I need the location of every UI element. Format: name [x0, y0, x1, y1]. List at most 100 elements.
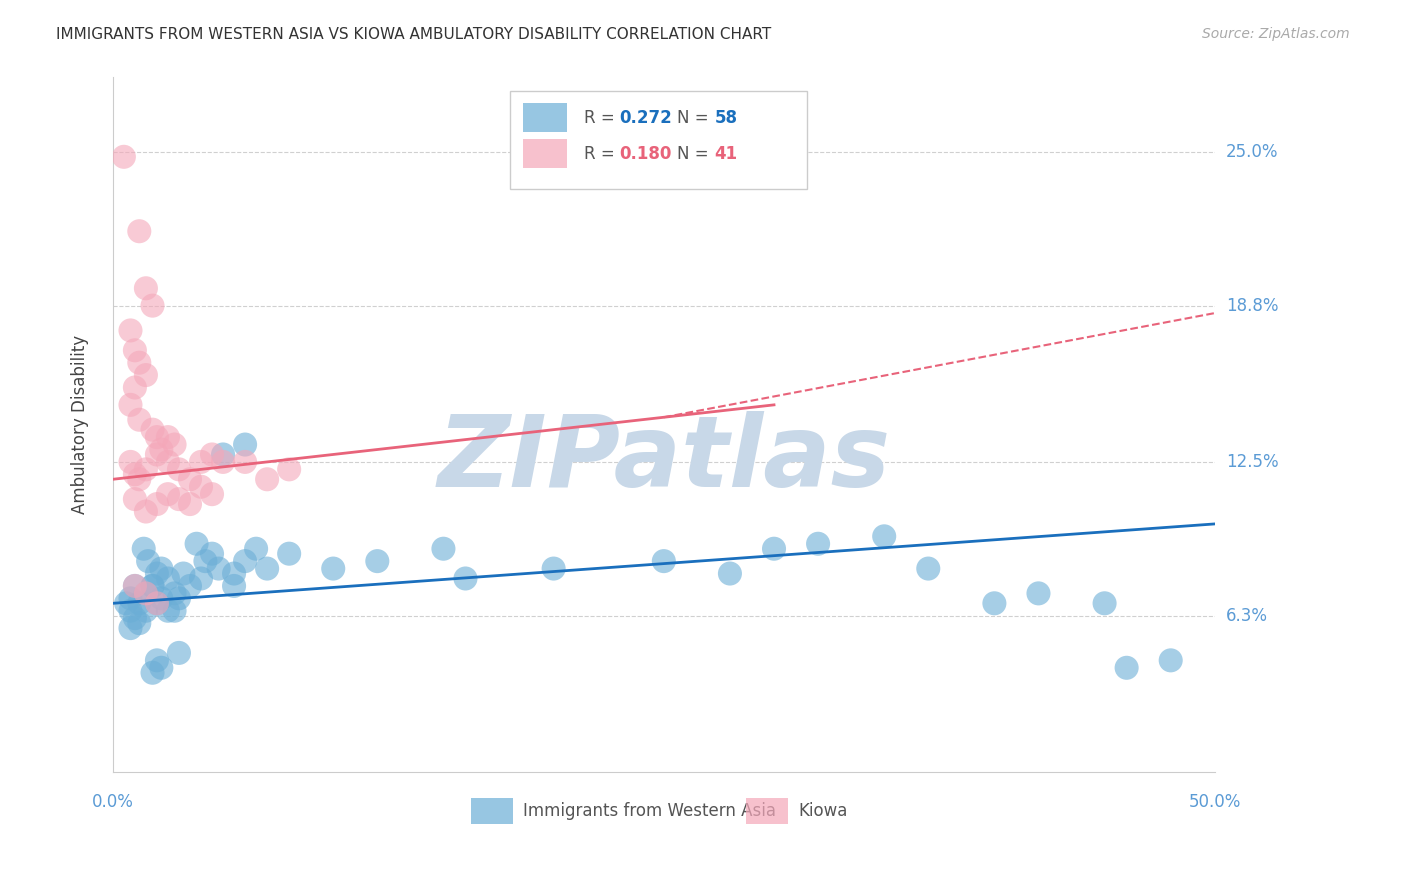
Point: [156, 572, 179, 586]
Point: [146, 596, 169, 610]
Point: [1028, 586, 1050, 600]
Point: [179, 497, 201, 511]
Point: [763, 541, 786, 556]
Point: [124, 380, 146, 394]
Point: [128, 413, 150, 427]
Point: [190, 455, 212, 469]
Text: 0.0%: 0.0%: [91, 793, 134, 811]
Text: 41: 41: [714, 145, 738, 163]
Point: [120, 604, 142, 618]
Point: [245, 541, 267, 556]
Point: [156, 430, 179, 444]
Point: [146, 566, 169, 581]
Point: [146, 497, 169, 511]
Text: IMMIGRANTS FROM WESTERN ASIA VS KIOWA AMBULATORY DISABILITY CORRELATION CHART: IMMIGRANTS FROM WESTERN ASIA VS KIOWA AM…: [56, 27, 772, 42]
Point: [124, 343, 146, 358]
Text: Kiowa: Kiowa: [799, 802, 848, 820]
Point: [167, 492, 190, 507]
Point: [146, 596, 169, 610]
Text: Source: ZipAtlas.com: Source: ZipAtlas.com: [1202, 27, 1350, 41]
Text: 25.0%: 25.0%: [1226, 143, 1278, 161]
Text: R =: R =: [585, 145, 620, 163]
Point: [454, 572, 477, 586]
Point: [222, 579, 245, 593]
Point: [917, 561, 939, 575]
Point: [233, 455, 256, 469]
Point: [135, 586, 157, 600]
FancyBboxPatch shape: [471, 797, 513, 824]
Point: [190, 480, 212, 494]
Point: [124, 579, 146, 593]
Point: [120, 455, 142, 469]
Point: [156, 487, 179, 501]
Point: [136, 554, 159, 568]
Point: [222, 566, 245, 581]
Point: [141, 299, 163, 313]
Point: [135, 504, 157, 518]
Point: [322, 561, 344, 575]
Point: [135, 604, 157, 618]
FancyBboxPatch shape: [509, 91, 807, 188]
Point: [146, 430, 169, 444]
Point: [201, 487, 224, 501]
Point: [120, 591, 142, 606]
Point: [124, 492, 146, 507]
Point: [256, 561, 278, 575]
Text: R =: R =: [585, 109, 620, 127]
Text: 0.180: 0.180: [620, 145, 672, 163]
Point: [135, 586, 157, 600]
Point: [718, 566, 741, 581]
Text: N =: N =: [678, 145, 714, 163]
Text: 50.0%: 50.0%: [1188, 793, 1241, 811]
Point: [156, 455, 179, 469]
Point: [150, 442, 173, 457]
Point: [163, 586, 186, 600]
Point: [194, 554, 217, 568]
Point: [432, 541, 454, 556]
Point: [120, 323, 142, 337]
Text: Immigrants from Western Asia: Immigrants from Western Asia: [523, 802, 776, 820]
Text: 18.8%: 18.8%: [1226, 297, 1278, 315]
Point: [278, 462, 301, 476]
Point: [201, 447, 224, 461]
Point: [278, 547, 301, 561]
Text: 6.3%: 6.3%: [1226, 607, 1268, 624]
Text: 0.272: 0.272: [620, 109, 672, 127]
Point: [172, 566, 194, 581]
FancyBboxPatch shape: [523, 103, 567, 132]
Point: [150, 561, 173, 575]
Point: [167, 646, 190, 660]
Point: [146, 447, 169, 461]
Point: [135, 281, 157, 295]
Point: [156, 604, 179, 618]
FancyBboxPatch shape: [747, 797, 789, 824]
Point: [201, 547, 224, 561]
Point: [233, 554, 256, 568]
Point: [128, 224, 150, 238]
Point: [179, 472, 201, 486]
Point: [543, 561, 565, 575]
Text: 58: 58: [714, 109, 738, 127]
Point: [112, 150, 135, 164]
Point: [1094, 596, 1116, 610]
Point: [124, 467, 146, 482]
Point: [141, 423, 163, 437]
Point: [233, 437, 256, 451]
Point: [124, 611, 146, 625]
Point: [807, 537, 830, 551]
Point: [120, 398, 142, 412]
Point: [212, 447, 235, 461]
Text: N =: N =: [678, 109, 714, 127]
Point: [141, 579, 163, 593]
Point: [179, 579, 201, 593]
Point: [190, 572, 212, 586]
Point: [150, 661, 173, 675]
Point: [873, 529, 896, 543]
Point: [212, 455, 235, 469]
Point: [146, 653, 169, 667]
Point: [366, 554, 388, 568]
Point: [163, 437, 186, 451]
Point: [167, 462, 190, 476]
Point: [128, 596, 150, 610]
Point: [128, 472, 150, 486]
